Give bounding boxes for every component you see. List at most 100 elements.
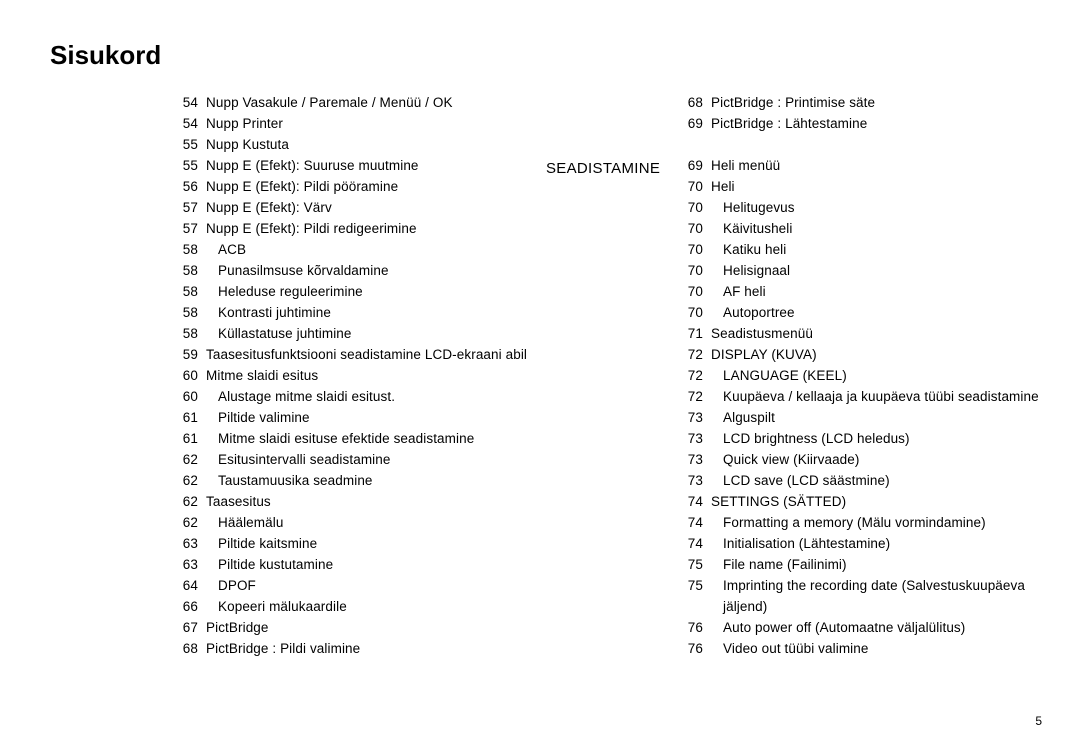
toc-left-column: 54Nupp Vasakule / Paremale / Menüü / OK5… <box>0 92 545 659</box>
page-number: 5 <box>1035 714 1042 728</box>
toc-entry-text: Esitusintervalli seadistamine <box>218 449 390 470</box>
toc-entry: 57 Nupp E (Efekt): Värv <box>0 197 545 218</box>
toc-entry: 63Piltide kustutamine <box>0 554 545 575</box>
toc-page-number: 70 <box>675 197 703 218</box>
toc-entry: 75Imprinting the recording date (Salvest… <box>545 575 1080 617</box>
toc-entry <box>545 134 1080 155</box>
toc-entry: 57 Nupp E (Efekt): Pildi redigeerimine <box>0 218 545 239</box>
toc-entry: 63Piltide kaitsmine <box>0 533 545 554</box>
toc-entry-text: Punasilmsuse kõrvaldamine <box>218 260 389 281</box>
toc-entry: 70AF heli <box>545 281 1080 302</box>
toc-entry: 76 Auto power off (Automaatne väljalülitu… <box>545 617 1080 638</box>
toc-entry: 73Alguspilt <box>545 407 1080 428</box>
toc-page-number: 69 <box>675 155 703 176</box>
toc-entry: 74SETTINGS (SÄTTED) <box>545 491 1080 512</box>
toc-entry-text: Taustamuusika seadmine <box>218 470 373 491</box>
toc-entry: 73LCD brightness (LCD heledus) <box>545 428 1080 449</box>
toc-entry-text: Mitme slaidi esituse efektide seadistami… <box>218 428 474 449</box>
toc-entry-text: Kuupäeva / kellaaja ja kuupäeva tüübi se… <box>723 386 1039 407</box>
toc-page-number: 70 <box>675 260 703 281</box>
toc-entry: 70Katiku heli <box>545 239 1080 260</box>
toc-page-number: 73 <box>675 449 703 470</box>
toc-page-number: 73 <box>675 470 703 491</box>
toc-page-number: 76 <box>675 617 703 638</box>
toc-entry-text: PictBridge : Printimise säte <box>711 92 875 113</box>
toc-entry: 73 Quick view (Kiirvaade) <box>545 449 1080 470</box>
toc-entry: 74Initialisation (Lähtestamine) <box>545 533 1080 554</box>
toc-page-number: 74 <box>675 491 703 512</box>
toc-entry-text: Heli menüü <box>711 155 780 176</box>
toc-page-number: 58 <box>170 239 198 260</box>
toc-page-number: 60 <box>170 365 198 386</box>
toc-page-number: 55 <box>170 155 198 176</box>
toc-entry-text: Käivitusheli <box>723 218 792 239</box>
toc-page-number: 55 <box>170 134 198 155</box>
toc-columns: 54Nupp Vasakule / Paremale / Menüü / OK5… <box>0 92 1080 659</box>
toc-page-number: 72 <box>675 386 703 407</box>
toc-page-number: 73 <box>675 407 703 428</box>
toc-page-number: 74 <box>675 533 703 554</box>
document-page: Sisukord SEADISTAMINE 54Nupp Vasakule / … <box>0 0 1080 746</box>
toc-page-number: 68 <box>675 92 703 113</box>
toc-page-number: 56 <box>170 176 198 197</box>
toc-page-number: 64 <box>170 575 198 596</box>
toc-entry: 62Taasesitus <box>0 491 545 512</box>
toc-entry-text: Nupp E (Efekt): Pildi redigeerimine <box>206 218 417 239</box>
toc-entry-text: File name (Failinimi) <box>723 554 847 575</box>
toc-entry-text: DISPLAY (KUVA) <box>711 344 817 365</box>
toc-entry-text: Nupp Vasakule / Paremale / Menüü / OK <box>206 92 453 113</box>
toc-page-number: 62 <box>170 470 198 491</box>
toc-page-number: 62 <box>170 491 198 512</box>
toc-entry-text: LANGUAGE (KEEL) <box>723 365 847 386</box>
toc-entry-text: Piltide kaitsmine <box>218 533 317 554</box>
toc-entry-text: LCD brightness (LCD heledus) <box>723 428 910 449</box>
toc-entry: 69PictBridge : Lähtestamine <box>545 113 1080 134</box>
toc-entry-text: AF heli <box>723 281 766 302</box>
toc-entry: 60Mitme slaidi esitus <box>0 365 545 386</box>
toc-page-number: 58 <box>170 281 198 302</box>
toc-entry: 56 Nupp E (Efekt): Pildi pööramine <box>0 176 545 197</box>
toc-entry: 70Heli <box>545 176 1080 197</box>
toc-entry-text: Piltide kustutamine <box>218 554 333 575</box>
toc-entry: 58 Küllastatuse juhtimine <box>0 323 545 344</box>
toc-entry: 72DISPLAY (KUVA) <box>545 344 1080 365</box>
toc-page-number: 58 <box>170 302 198 323</box>
toc-entry-text: Quick view (Kiirvaade) <box>723 449 860 470</box>
toc-entry-text: Katiku heli <box>723 239 786 260</box>
toc-entry: 64 DPOF <box>0 575 545 596</box>
toc-entry: 72LANGUAGE (KEEL) <box>545 365 1080 386</box>
toc-entry-text: Nupp E (Efekt): Suuruse muutmine <box>206 155 419 176</box>
toc-entry-text: Alustage mitme slaidi esitust. <box>218 386 395 407</box>
toc-page-number: 76 <box>675 638 703 659</box>
toc-entry: 61Mitme slaidi esituse efektide seadista… <box>0 428 545 449</box>
toc-page-number: 71 <box>675 323 703 344</box>
toc-page-number: 70 <box>675 176 703 197</box>
toc-entry: 68PictBridge : Pildi valimine <box>0 638 545 659</box>
toc-entry: 74Formatting a memory (Mälu vormindamine… <box>545 512 1080 533</box>
toc-page-number: 59 <box>170 344 198 365</box>
toc-entry: 70Helitugevus <box>545 197 1080 218</box>
toc-entry: 72 Kuupäeva / kellaaja ja kuupäeva tüübi … <box>545 386 1080 407</box>
toc-page-number: 58 <box>170 323 198 344</box>
toc-entry-text: Kontrasti juhtimine <box>218 302 331 323</box>
toc-entry-text: Autoportree <box>723 302 795 323</box>
toc-entry-text: Helisignaal <box>723 260 790 281</box>
toc-entry: 76Video out tüübi valimine <box>545 638 1080 659</box>
toc-entry-text: Nupp E (Efekt): Pildi pööramine <box>206 176 398 197</box>
toc-entry-text: Auto power off (Automaatne väljalülitus) <box>723 617 965 638</box>
toc-page-number: 61 <box>170 407 198 428</box>
toc-entry: 75File name (Failinimi) <box>545 554 1080 575</box>
toc-entry-text: Formatting a memory (Mälu vormindamine) <box>723 512 986 533</box>
toc-entry: 70Autoportree <box>545 302 1080 323</box>
toc-entry-text: Seadistusmenüü <box>711 323 813 344</box>
toc-page-number: 75 <box>675 575 703 596</box>
toc-page-number: 57 <box>170 197 198 218</box>
toc-page-number: 58 <box>170 260 198 281</box>
toc-page-number: 68 <box>170 638 198 659</box>
toc-page-number: 57 <box>170 218 198 239</box>
toc-entry: 66Kopeeri mälukaardile <box>0 596 545 617</box>
toc-entry-text: Nupp E (Efekt): Värv <box>206 197 332 218</box>
toc-entry-text: Heleduse reguleerimine <box>218 281 363 302</box>
toc-entry-text: DPOF <box>218 575 256 596</box>
toc-entry-text: Küllastatuse juhtimine <box>218 323 352 344</box>
